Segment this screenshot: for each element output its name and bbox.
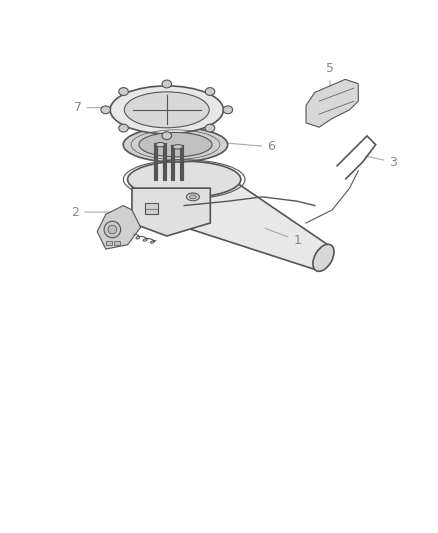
Ellipse shape <box>205 87 215 95</box>
Ellipse shape <box>223 106 233 114</box>
Ellipse shape <box>104 221 120 238</box>
Ellipse shape <box>190 195 196 199</box>
Text: 5: 5 <box>326 62 334 92</box>
Ellipse shape <box>123 127 228 162</box>
Ellipse shape <box>101 106 110 114</box>
Ellipse shape <box>119 87 128 95</box>
Ellipse shape <box>108 225 117 234</box>
Ellipse shape <box>205 124 215 132</box>
Bar <box>145 204 158 214</box>
Text: 7: 7 <box>74 101 136 114</box>
Polygon shape <box>132 188 210 236</box>
Ellipse shape <box>139 133 212 157</box>
Polygon shape <box>97 206 141 249</box>
Polygon shape <box>149 171 328 271</box>
Text: 2: 2 <box>71 206 125 219</box>
Bar <box>106 241 112 245</box>
Ellipse shape <box>127 161 241 198</box>
Bar <box>114 241 120 245</box>
Ellipse shape <box>156 142 165 147</box>
Ellipse shape <box>124 92 209 128</box>
Ellipse shape <box>162 80 172 88</box>
Ellipse shape <box>173 144 183 149</box>
Text: 1: 1 <box>265 228 301 247</box>
Ellipse shape <box>313 244 334 271</box>
Text: 6: 6 <box>222 140 275 154</box>
Ellipse shape <box>119 124 128 132</box>
Ellipse shape <box>110 86 223 134</box>
Polygon shape <box>306 79 358 127</box>
Text: 3: 3 <box>365 156 397 168</box>
Ellipse shape <box>162 132 172 140</box>
Ellipse shape <box>186 193 199 201</box>
